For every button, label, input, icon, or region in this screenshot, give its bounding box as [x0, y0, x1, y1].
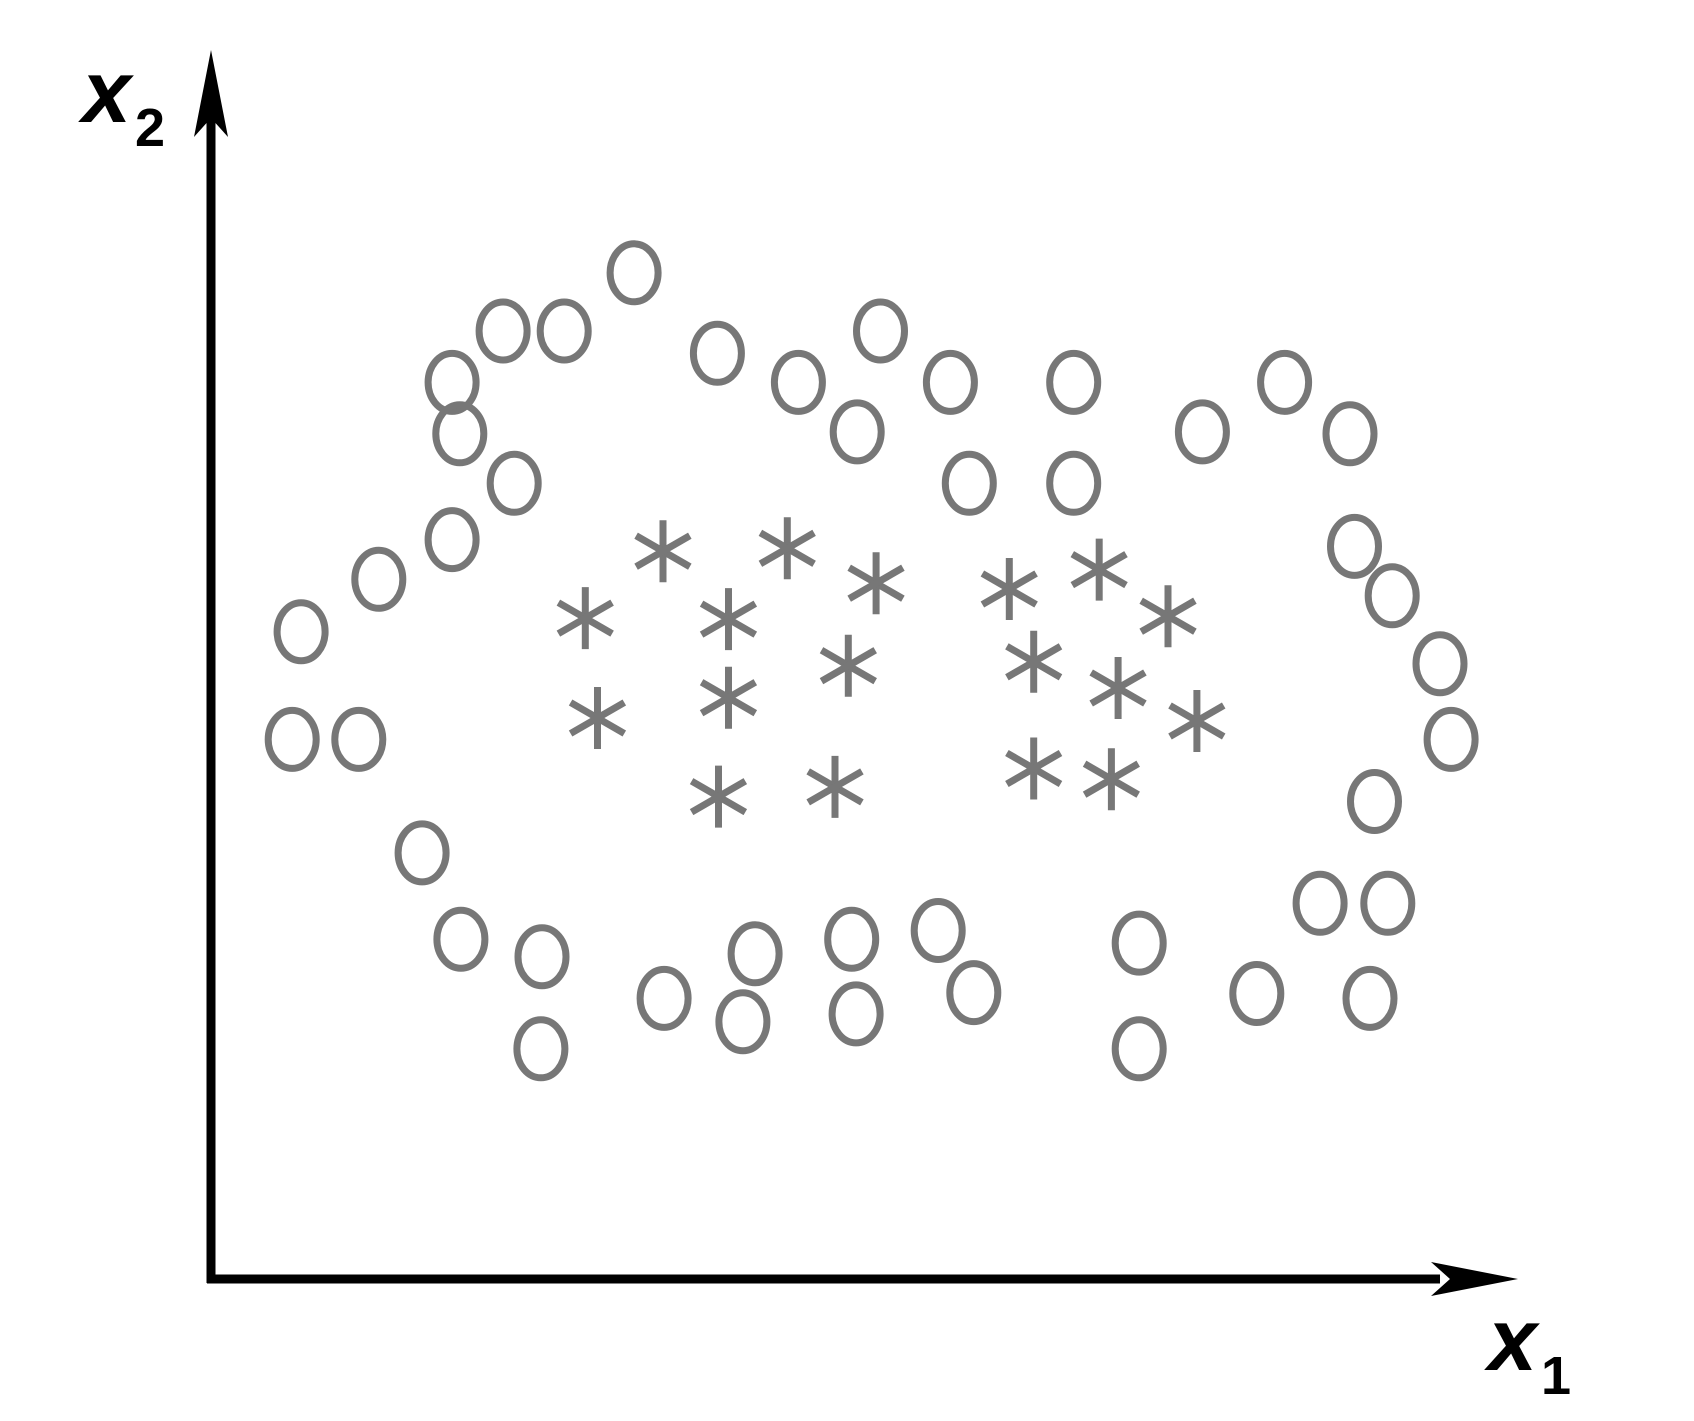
circle-point-41: [1229, 961, 1285, 1026]
asterisk-point-5: [1070, 538, 1128, 601]
circle-point-14: [486, 450, 542, 516]
axes: [194, 50, 1518, 1296]
asterisk-point-4: [980, 558, 1038, 620]
circle-point-22: [1364, 563, 1420, 629]
asterisk-point-9: [819, 634, 877, 697]
asterisk-point-3: [847, 552, 905, 615]
circle-point-31: [433, 906, 489, 972]
circle-point-37: [636, 965, 692, 1031]
circle-point-44: [1111, 1016, 1167, 1082]
y-axis-label-subscript: 2: [135, 98, 165, 158]
circle-point-27: [1347, 769, 1402, 834]
circle-point-25: [264, 706, 320, 772]
asterisk-point-11: [1089, 657, 1147, 719]
circle-point-9: [829, 399, 885, 465]
circle-point-38: [715, 989, 771, 1055]
circle-point-26: [331, 706, 387, 772]
asterisk-point-12: [699, 666, 758, 729]
circle-point-12: [1046, 450, 1102, 516]
circle-point-1: [606, 240, 662, 306]
circle-point-36: [1111, 910, 1167, 976]
circle-point-40: [946, 960, 1002, 1026]
circle-point-33: [727, 921, 783, 987]
circle-point-11: [1046, 349, 1102, 415]
circle-point-23: [1412, 631, 1468, 697]
circle-point-21: [1327, 513, 1382, 579]
circle-point-32: [514, 924, 570, 990]
asterisk-point-10: [1005, 630, 1063, 693]
x-axis-label: x1: [1484, 1290, 1571, 1406]
asterisk-point-18: [806, 755, 864, 818]
circle-point-4: [424, 349, 480, 415]
asterisk-point-6: [1139, 585, 1197, 648]
circle-point-17: [1322, 401, 1378, 467]
y-axis-label-main: x: [78, 42, 134, 141]
circle-point-24: [1423, 706, 1479, 772]
x-axis-label-main: x: [1484, 1290, 1540, 1389]
circle-point-35: [910, 898, 966, 963]
circle-point-8: [922, 349, 978, 415]
asterisk-point-2: [758, 517, 816, 580]
asterisk-point-7: [556, 587, 614, 650]
x-axis-label-subscript: 1: [1541, 1346, 1571, 1406]
circle-point-42: [1342, 965, 1398, 1031]
circle-point-18: [424, 507, 480, 573]
circle-point-34: [824, 906, 880, 972]
circle-point-2: [475, 298, 531, 364]
circle-point-5: [689, 320, 745, 386]
asterisk-point-17: [689, 765, 748, 828]
circle-point-15: [1174, 399, 1230, 465]
circle-point-39: [828, 981, 884, 1047]
circle-point-10: [941, 450, 997, 516]
asterisk-point-8: [699, 588, 758, 651]
asterisk-point-1: [634, 520, 692, 583]
y-axis-label: x2: [78, 42, 165, 158]
plot-marks: [264, 240, 1479, 1082]
circle-point-19: [351, 546, 407, 612]
y-axis-arrowhead: [194, 50, 228, 137]
circle-point-3: [536, 298, 592, 364]
x-axis-arrowhead: [1431, 1262, 1518, 1296]
circle-point-6: [770, 349, 826, 415]
asterisk-point-15: [1005, 737, 1063, 800]
asterisk-point-13: [568, 687, 627, 749]
circle-point-30: [1360, 870, 1416, 936]
circle-point-29: [1292, 870, 1348, 936]
circle-point-20: [273, 599, 329, 665]
asterisk-point-16: [1082, 748, 1140, 811]
circle-point-13: [432, 401, 488, 467]
asterisk-point-14: [1168, 690, 1226, 752]
circle-point-7: [853, 298, 908, 364]
circle-point-28: [394, 820, 450, 886]
circle-point-16: [1257, 349, 1313, 415]
circle-point-43: [513, 1016, 569, 1082]
